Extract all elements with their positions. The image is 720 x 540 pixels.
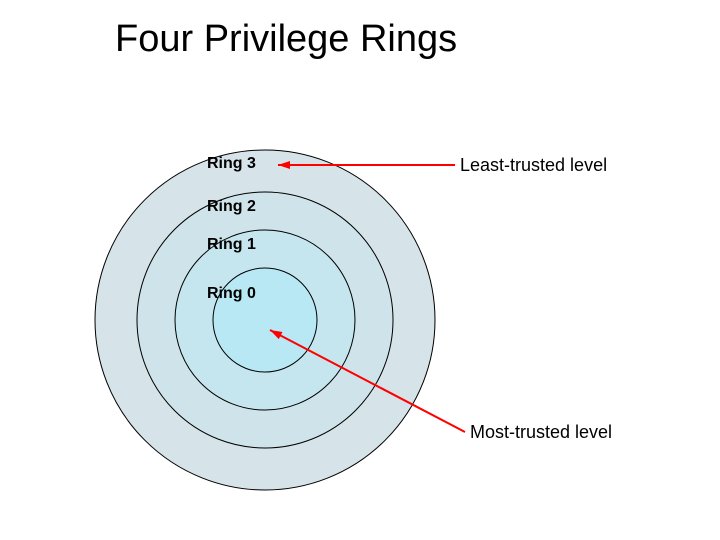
most-trusted-label: Most-trusted level — [470, 422, 612, 443]
ring-1-label: Ring 1 — [207, 236, 256, 254]
rings-diagram — [0, 0, 720, 540]
least-trusted-label: Least-trusted level — [460, 155, 607, 176]
ring-2-label: Ring 2 — [207, 198, 256, 216]
ring-3-label: Ring 3 — [207, 155, 256, 173]
ring-0-label: Ring 0 — [207, 285, 256, 303]
